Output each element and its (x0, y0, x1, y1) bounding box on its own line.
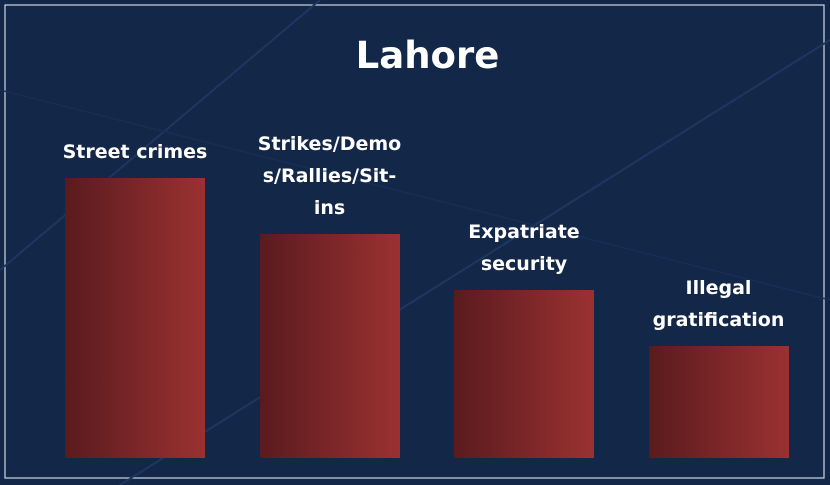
decor-line (0, 0, 321, 271)
decor-line (119, 39, 830, 485)
category-label: Expatriate security (468, 221, 580, 275)
category-label: Strikes/Demos/Rallies/Sit-ins (257, 133, 402, 219)
frame-border (4, 4, 825, 479)
decor-line (0, 89, 830, 301)
bar (65, 178, 205, 458)
bar (259, 234, 400, 458)
bar (454, 290, 594, 458)
category-label: Illegal gratification (652, 277, 785, 331)
chart-title: Lahore (355, 34, 500, 77)
category-label: Street crimes (62, 141, 208, 163)
bar (648, 346, 789, 458)
